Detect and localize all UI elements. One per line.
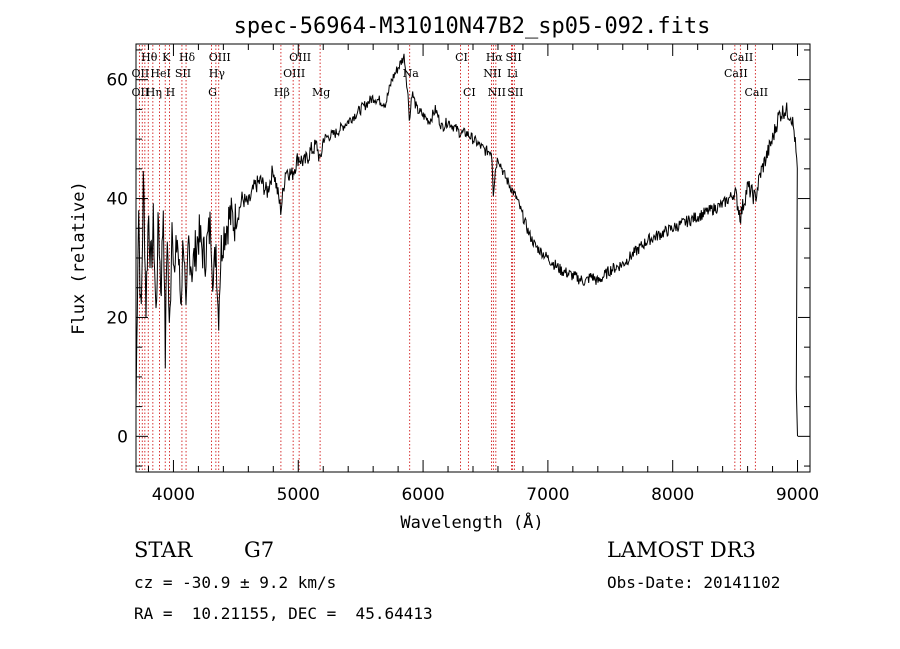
object-class: STAR [134, 538, 193, 562]
line-marker-label: K [162, 51, 171, 64]
line-marker-label: SII [505, 51, 521, 64]
line-marker-label: SII [507, 86, 523, 99]
line-marker-label: Hδ [179, 51, 196, 64]
line-marker-label: NII [483, 67, 501, 80]
x-axis-ticks: 4000 5000 6000 7000 8000 9000 [147, 44, 819, 505]
line-marker-label: NII [488, 86, 506, 99]
x-tick-label: 8000 [651, 485, 694, 505]
y-axis-ticks: 0 20 40 60 [106, 49, 810, 467]
line-marker-label: HeI [150, 67, 170, 80]
y-axis-label: Flux (relative) [69, 181, 89, 335]
line-marker-label: Mg [312, 86, 330, 99]
line-marker-label: Hγ [209, 67, 226, 80]
line-marker-label: Hη [146, 86, 162, 99]
y-tick-label: 40 [106, 190, 128, 210]
emission-line-markers [138, 45, 756, 471]
object-subclass: G7 [244, 538, 275, 562]
y-tick-label: 20 [106, 308, 128, 328]
line-marker-label: CI [455, 51, 468, 64]
x-tick-label: 4000 [152, 485, 195, 505]
line-marker-label: H [166, 86, 176, 99]
survey-name: LAMOST DR3 [607, 538, 756, 562]
x-tick-label: 5000 [277, 485, 320, 505]
line-marker-label: OIII [283, 67, 305, 80]
line-marker-label: Hα [486, 51, 504, 64]
line-marker-label: SII [175, 67, 191, 80]
y-tick-label: 0 [117, 427, 128, 447]
line-marker-label: Hθ [141, 51, 158, 64]
line-marker-label: G [208, 86, 217, 99]
x-tick-label: 6000 [401, 485, 444, 505]
x-axis-label: Wavelength (Å) [400, 511, 543, 533]
line-marker-label: Li [507, 67, 518, 80]
chart-title: spec-56964-M31010N47B2_sp05-092.fits [234, 14, 711, 39]
line-marker-label: Hβ [274, 86, 290, 99]
plot-frame [135, 43, 811, 473]
spectrum-line [135, 53, 798, 437]
line-marker-label: CaII [724, 67, 748, 80]
line-marker-label: CI [463, 86, 476, 99]
coordinates: RA = 10.21155, DEC = 45.64413 [134, 604, 433, 623]
line-marker-label: CaII [744, 86, 768, 99]
line-marker-label: Na [403, 67, 420, 80]
redshift-value: cz = -30.9 ± 9.2 km/s [134, 573, 337, 592]
y-tick-label: 60 [106, 71, 128, 91]
line-marker-label: OIII [289, 51, 311, 64]
x-tick-label: 9000 [776, 485, 819, 505]
line-marker-label: CaII [730, 51, 754, 64]
observation-date: Obs-Date: 20141102 [607, 573, 781, 592]
x-tick-label: 7000 [526, 485, 569, 505]
line-marker-label: OIII [209, 51, 231, 64]
line-marker-label: OII [132, 67, 150, 80]
